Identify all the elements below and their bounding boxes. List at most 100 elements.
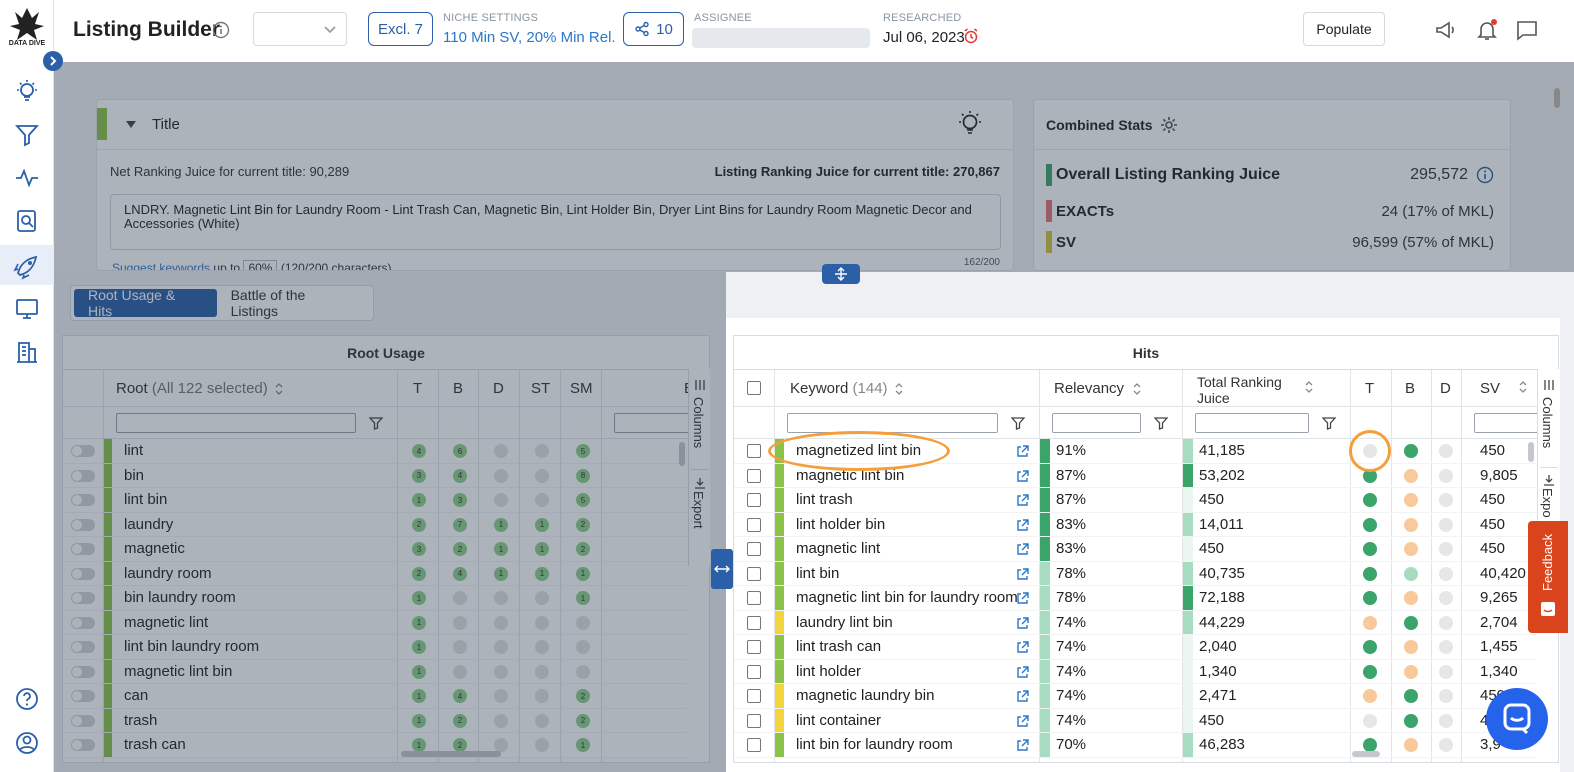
external-link-icon[interactable] <box>1016 690 1029 703</box>
alarm-clock-icon[interactable] <box>963 28 979 44</box>
external-link-icon[interactable] <box>1016 592 1029 605</box>
row-checkbox[interactable] <box>747 689 761 703</box>
row-checkbox[interactable] <box>747 713 761 728</box>
root-toggle[interactable] <box>71 567 95 580</box>
root-toggle[interactable] <box>71 739 95 751</box>
hits-vscroll[interactable] <box>1528 442 1534 462</box>
row-checkbox[interactable] <box>747 664 761 679</box>
populate-button[interactable]: Populate <box>1303 12 1385 46</box>
support-chat-button[interactable] <box>1486 688 1548 750</box>
col-header-sm[interactable]: SM <box>570 380 593 397</box>
root-toggle[interactable] <box>71 518 95 531</box>
trj-filter-icon[interactable] <box>1322 416 1336 430</box>
relevancy-column-header[interactable]: Relevancy <box>1054 380 1142 397</box>
suggest-keywords-link[interactable]: Suggest keywords <box>112 261 211 271</box>
root-toggle[interactable] <box>71 543 95 555</box>
external-link-icon[interactable] <box>1016 494 1029 507</box>
keyword-filter-icon[interactable] <box>1011 416 1025 430</box>
chat-icon[interactable] <box>1515 18 1539 42</box>
overall-info-icon[interactable] <box>1476 166 1494 184</box>
percentage-input[interactable]: 60% <box>243 260 278 270</box>
root-toggle[interactable] <box>71 665 95 678</box>
keyword-filter-input[interactable] <box>787 413 998 433</box>
row-checkbox[interactable] <box>747 591 761 605</box>
root-toggle[interactable] <box>71 690 95 702</box>
external-link-icon[interactable] <box>1016 445 1029 458</box>
rocket-icon[interactable] <box>0 245 54 285</box>
share-button[interactable]: 10 <box>623 12 684 46</box>
collapse-caret-icon[interactable] <box>125 120 137 130</box>
external-link-icon[interactable] <box>1016 714 1029 728</box>
filter-icon[interactable] <box>14 122 40 148</box>
root-toggle[interactable] <box>71 641 95 653</box>
row-checkbox[interactable] <box>747 493 761 507</box>
row-checkbox[interactable] <box>747 615 761 630</box>
hits-columns-label[interactable]: Columns <box>1540 397 1555 449</box>
col-header-d[interactable]: D <box>493 380 504 397</box>
lightbulb-icon[interactable] <box>14 78 40 104</box>
megaphone-icon[interactable] <box>1434 18 1458 42</box>
hits-export-icon[interactable] <box>1543 474 1555 486</box>
root-toggle[interactable] <box>71 616 95 629</box>
hits-col-header-b[interactable]: B <box>1405 380 1416 397</box>
sv-filter-input[interactable] <box>1474 413 1544 433</box>
columns-icon[interactable] <box>694 379 706 391</box>
row-checkbox[interactable] <box>747 542 761 556</box>
trj-sort-icon[interactable] <box>1304 380 1314 394</box>
horizontal-resize-handle[interactable] <box>711 549 733 589</box>
relevancy-filter-icon[interactable] <box>1154 416 1168 430</box>
root-hscroll[interactable] <box>401 751 501 757</box>
bell-icon[interactable] <box>1475 18 1499 42</box>
sidebar-expand-button[interactable] <box>43 51 63 71</box>
row-checkbox[interactable] <box>747 444 761 458</box>
building-icon[interactable] <box>14 339 40 365</box>
row-checkbox[interactable] <box>747 566 761 581</box>
trj-filter-input[interactable] <box>1195 413 1309 433</box>
page-scrollbar[interactable] <box>1554 88 1560 108</box>
gear-icon[interactable] <box>1160 116 1178 134</box>
niche-settings-link[interactable]: 110 Min SV, 20% Min Rel. <box>443 29 616 46</box>
external-link-icon[interactable] <box>1016 518 1029 532</box>
row-checkbox[interactable] <box>747 517 761 532</box>
vertical-resize-handle[interactable] <box>822 264 860 284</box>
title-textarea[interactable]: LNDRY. Magnetic Lint Bin for Laundry Roo… <box>110 194 1001 250</box>
external-link-icon[interactable] <box>1016 567 1029 581</box>
keyword-column-header[interactable]: Keyword (144) <box>790 380 904 397</box>
listing-dropdown[interactable] <box>253 12 347 46</box>
external-link-icon[interactable] <box>1016 641 1029 654</box>
external-link-icon[interactable] <box>1016 616 1029 630</box>
hits-columns-icon[interactable] <box>1543 379 1555 391</box>
hits-col-header-sv[interactable]: SV <box>1480 380 1501 397</box>
tab-battle-listings[interactable]: Battle of the Listings <box>230 287 306 319</box>
relevancy-sort-icon[interactable] <box>1132 382 1142 396</box>
root-vscroll[interactable] <box>679 442 685 466</box>
hits-export-label[interactable]: Expo <box>1540 488 1555 518</box>
external-link-icon[interactable] <box>1016 739 1029 752</box>
exclude-button[interactable]: Excl. 7 <box>368 12 433 46</box>
sort-icon[interactable] <box>274 382 284 396</box>
assignee-field[interactable] <box>692 28 870 48</box>
external-link-icon[interactable] <box>1016 543 1029 556</box>
relevancy-filter-input[interactable] <box>1052 413 1141 433</box>
root-filter-input[interactable] <box>116 413 356 433</box>
root-column-header[interactable]: Root (All 122 selected) <box>116 380 284 397</box>
select-all-checkbox[interactable] <box>747 381 761 395</box>
root-filter-icon[interactable] <box>369 416 383 430</box>
root-toggle[interactable] <box>71 592 95 604</box>
hits-col-header-d[interactable]: D <box>1440 380 1451 397</box>
root-toggle[interactable] <box>71 494 95 506</box>
hits-hscroll[interactable] <box>1352 751 1380 757</box>
sv-sort-icon[interactable] <box>1518 380 1528 394</box>
root-toggle[interactable] <box>71 445 95 457</box>
info-icon[interactable] <box>212 21 230 39</box>
user-icon[interactable] <box>14 730 40 756</box>
search-doc-icon[interactable] <box>14 208 40 234</box>
pulse-icon[interactable] <box>14 165 40 191</box>
root-toggle[interactable] <box>71 469 95 482</box>
data-dive-logo[interactable]: DATA DIVE <box>4 6 50 52</box>
hits-col-header-t[interactable]: T <box>1365 380 1375 397</box>
export-icon[interactable] <box>694 477 706 489</box>
external-link-icon[interactable] <box>1016 469 1029 483</box>
col-header-st[interactable]: ST <box>531 380 551 397</box>
feedback-button[interactable]: Feedback <box>1528 521 1568 633</box>
